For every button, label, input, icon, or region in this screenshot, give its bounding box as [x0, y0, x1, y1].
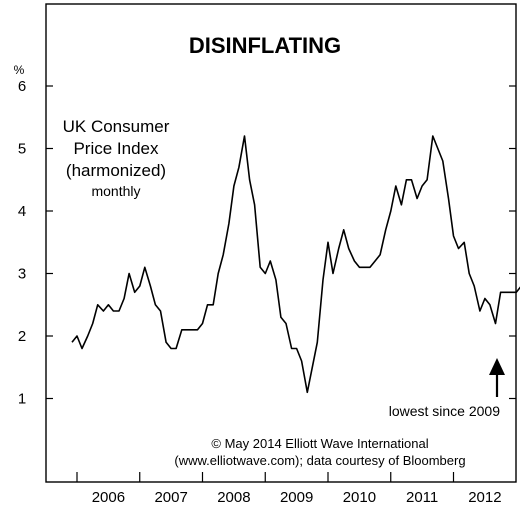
y-tick-label: 1 [18, 391, 26, 408]
callout-text: lowest since 2009 [389, 403, 501, 419]
x-tick-label: 2007 [154, 489, 187, 506]
y-unit-label: % [14, 63, 25, 77]
credit-line-2: (www.elliotwave.com); data courtesy of B… [174, 453, 465, 468]
x-tick-label: 2006 [92, 489, 125, 506]
y-tick-label: 5 [18, 141, 26, 158]
y-tick-label: 3 [18, 266, 26, 283]
x-axis: 20062007200820092010201120122013 [76, 472, 502, 506]
credit-line-1: © May 2014 Elliott Wave International [211, 436, 428, 451]
y-tick-label: 2 [18, 328, 26, 345]
series-label-line-1: UK Consumer [63, 117, 170, 136]
x-tick-label: 2008 [217, 489, 250, 506]
series-label-sub: monthly [91, 183, 140, 199]
y-tick-label: 6 [18, 78, 26, 95]
series-line-uk-cpi [71, 135, 520, 394]
x-tick-label: 2009 [280, 489, 313, 506]
series-label-line-3: (harmonized) [66, 161, 166, 180]
plot-frame [45, 3, 517, 483]
series-label-line-2: Price Index [73, 139, 159, 158]
x-tick-label: 2011 [406, 489, 438, 506]
x-tick-label: 2012 [468, 489, 501, 506]
y-tick-label: 4 [18, 203, 26, 220]
callout-arrow [489, 358, 505, 397]
x-tick-label: 2010 [343, 489, 376, 506]
chart-title: DISINFLATING [189, 33, 341, 58]
y-axis: 1 2 3 4 5 6 [18, 78, 516, 408]
